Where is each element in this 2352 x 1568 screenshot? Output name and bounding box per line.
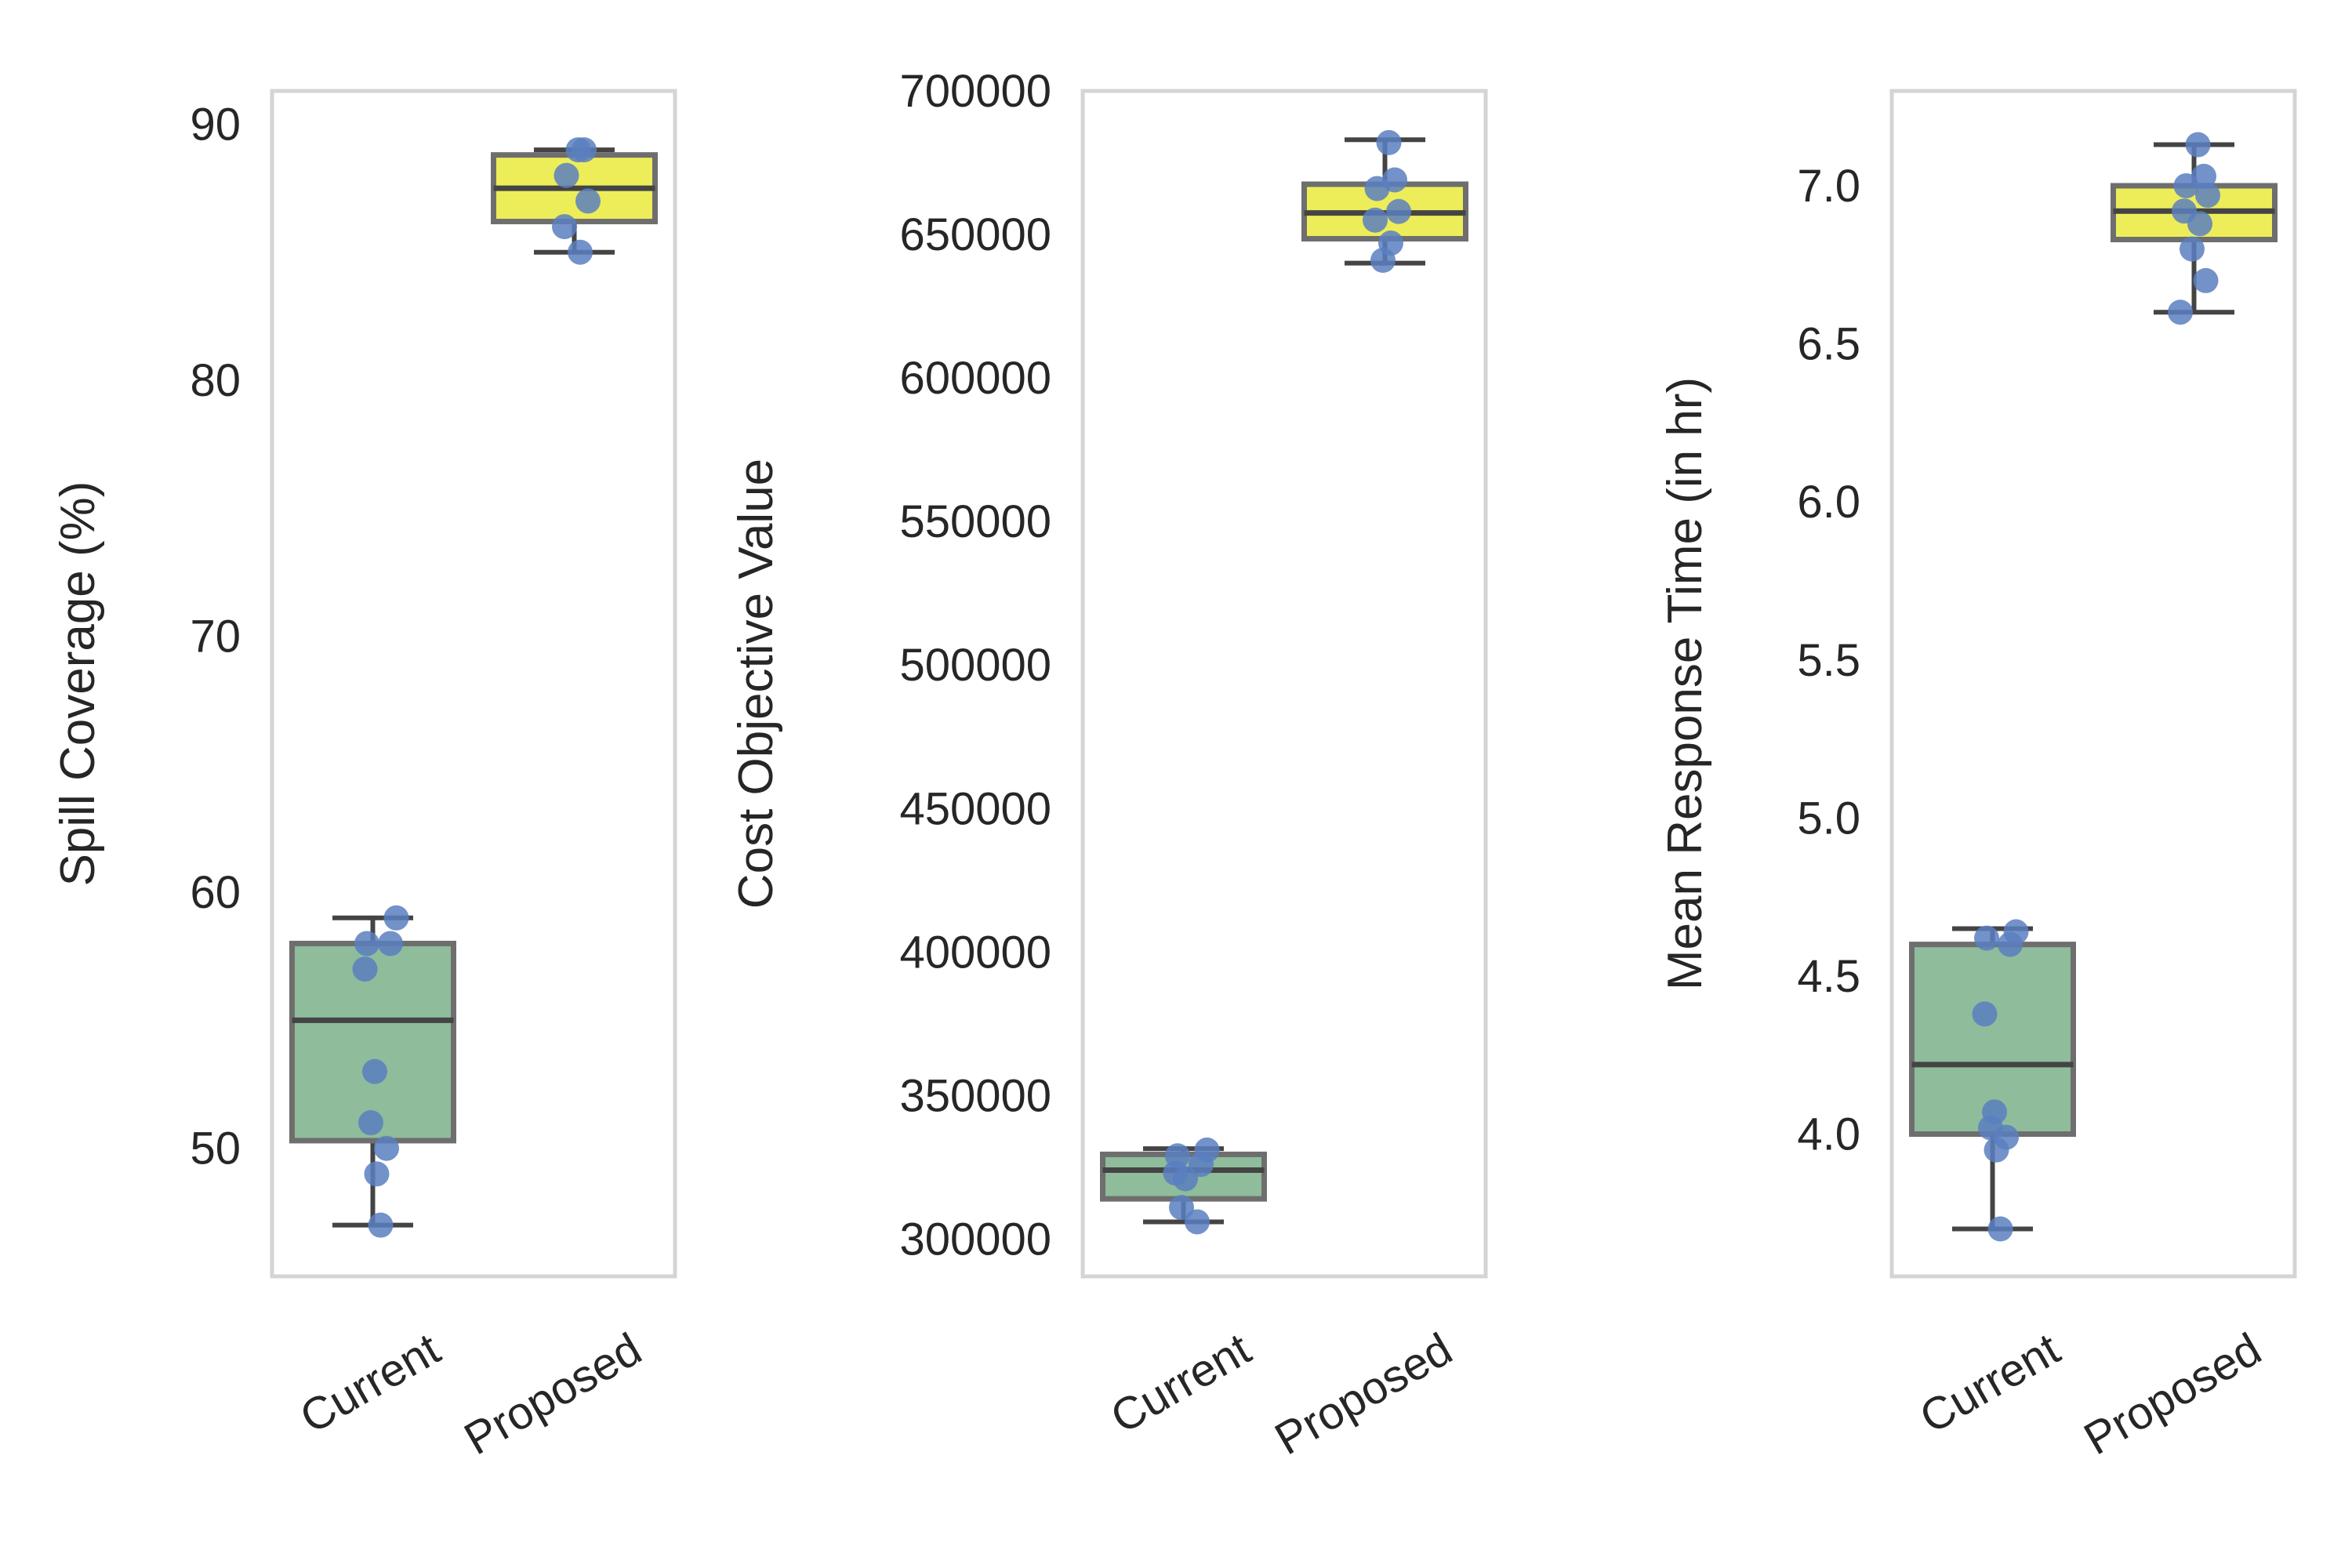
y-tick-label: 4.5 — [1797, 951, 1860, 1002]
data-point — [1386, 198, 1411, 224]
y-tick-label: 550000 — [899, 496, 1051, 547]
data-point — [2168, 299, 2193, 325]
data-point — [1370, 248, 1396, 273]
y-tick-label: 6.0 — [1797, 477, 1860, 528]
data-point — [2173, 172, 2199, 198]
data-point — [1984, 1137, 2009, 1163]
y-axis-label: Spill Coverage (%) — [51, 481, 105, 887]
data-point — [358, 1110, 383, 1136]
data-point — [374, 1135, 399, 1161]
data-point — [1998, 931, 2023, 957]
y-tick-label: 4.0 — [1797, 1109, 1860, 1160]
x-tick-label: Current — [1911, 1323, 2068, 1443]
data-point — [364, 1161, 390, 1187]
data-point — [362, 1058, 387, 1084]
y-tick-label: 80 — [190, 355, 241, 406]
x-tick-label: Proposed — [456, 1323, 650, 1465]
plot-frame-2 — [1080, 89, 1488, 1279]
data-point — [2195, 183, 2220, 209]
data-point — [1363, 207, 1388, 233]
data-point — [368, 1212, 394, 1238]
data-point — [383, 905, 409, 931]
data-point — [378, 931, 403, 956]
x-tick-label: Current — [1102, 1323, 1259, 1443]
data-point — [2185, 132, 2211, 158]
y-tick-label: 600000 — [899, 353, 1051, 404]
data-point — [552, 214, 577, 240]
y-tick-label: 5.0 — [1797, 793, 1860, 844]
y-axis-label: Cost Objective Value — [729, 459, 783, 909]
y-tick-label: 500000 — [899, 640, 1051, 691]
data-point — [1185, 1209, 1210, 1235]
y-tick-label: 450000 — [899, 783, 1051, 834]
y-tick-label: 6.5 — [1797, 319, 1860, 370]
data-point — [352, 956, 378, 982]
x-tick-label: Proposed — [2075, 1323, 2270, 1465]
y-axis-label: Mean Response Time (in hr) — [1658, 377, 1712, 990]
data-point — [1972, 1001, 1998, 1027]
data-point — [2193, 267, 2219, 293]
y-tick-label: 400000 — [899, 927, 1051, 978]
y-tick-label: 350000 — [899, 1070, 1051, 1121]
y-tick-label: 300000 — [899, 1214, 1051, 1265]
y-tick-label: 70 — [190, 612, 241, 662]
y-tick-label: 7.0 — [1797, 161, 1860, 212]
y-tick-label: 700000 — [899, 66, 1051, 117]
data-point — [1376, 129, 1402, 155]
x-tick-label: Current — [292, 1323, 448, 1443]
data-point — [568, 239, 593, 265]
data-point — [1173, 1166, 1198, 1192]
data-point — [354, 931, 379, 956]
y-tick-label: 50 — [190, 1123, 241, 1174]
y-tick-label: 90 — [190, 99, 241, 150]
x-tick-label: Proposed — [1266, 1323, 1461, 1465]
y-tick-label: 60 — [190, 867, 241, 918]
data-point — [2187, 211, 2212, 237]
data-point — [1987, 1216, 2013, 1242]
data-point — [1974, 925, 1999, 951]
plot-frame-1 — [270, 89, 677, 1279]
data-point — [572, 137, 597, 163]
data-point — [1364, 176, 1390, 201]
data-point — [554, 162, 579, 188]
y-tick-label: 650000 — [899, 209, 1051, 260]
y-tick-label: 5.5 — [1797, 635, 1860, 686]
data-point — [575, 188, 601, 214]
data-point — [2180, 236, 2205, 262]
plot-frame-3 — [1889, 89, 2297, 1279]
